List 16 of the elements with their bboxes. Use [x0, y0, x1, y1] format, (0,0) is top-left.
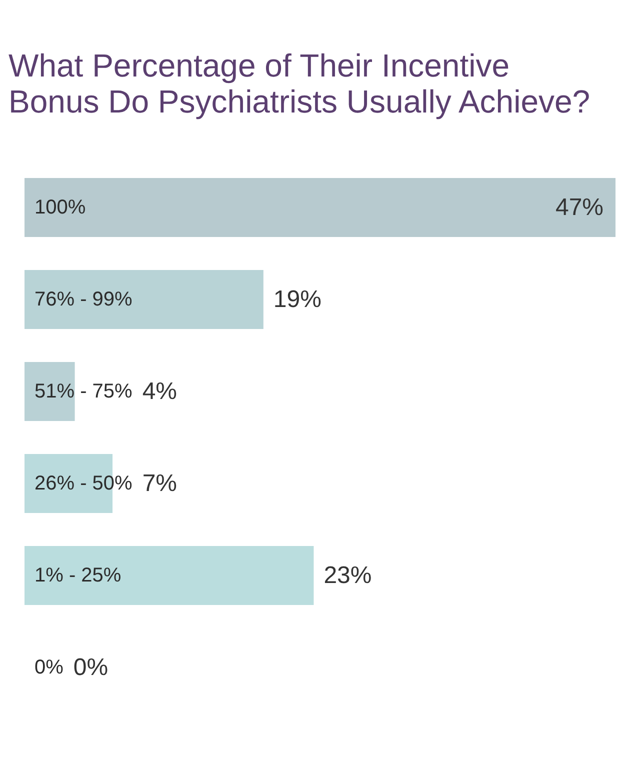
- bar: [24, 546, 314, 605]
- data-label: 7%: [142, 470, 178, 497]
- y-tick-label: 51% - 75%: [34, 380, 133, 402]
- bar: [24, 270, 264, 329]
- chart-title: What Percentage of Their Incentive Bonus Do Psychiatrists Usually Achieve?: [8, 48, 590, 120]
- y-tick-label: 26% - 50%: [34, 472, 133, 494]
- y-tick-label: 1% - 25%: [34, 564, 122, 586]
- data-label: 47%: [555, 194, 604, 221]
- data-label: 23%: [324, 562, 372, 589]
- y-tick-label: 76% - 99%: [34, 288, 133, 310]
- y-tick-label: 0%: [34, 656, 64, 678]
- data-label: 19%: [273, 286, 322, 313]
- data-label: 4%: [142, 378, 178, 405]
- bar: [24, 362, 75, 421]
- y-tick-label: 100%: [34, 196, 86, 218]
- bar: [24, 178, 616, 237]
